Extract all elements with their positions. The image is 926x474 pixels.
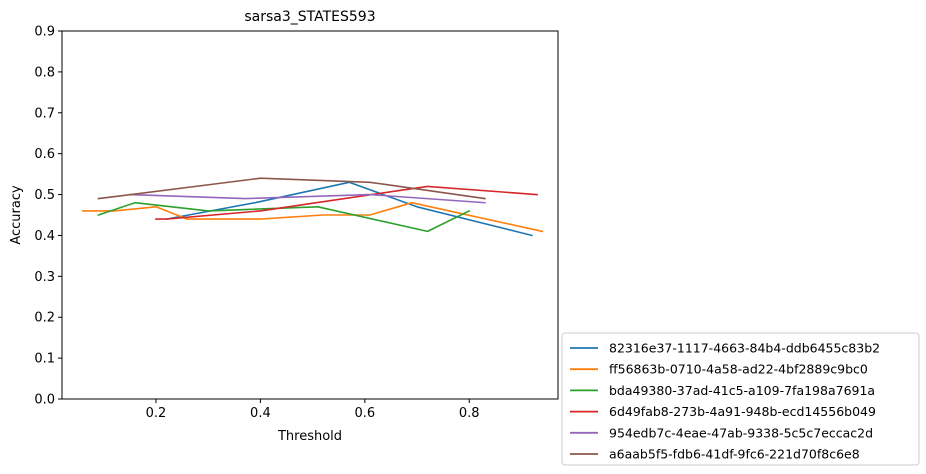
plot-area: 0.2 0.4 0.6 0.8 0.0 0.1 0.2 0.3 0.4 0.5 0.6 0.7 0.8…: [34, 25, 559, 421]
y-axis-label: Accuracy: [9, 185, 24, 245]
x-axis-label: Threshold: [277, 429, 342, 444]
series-line-3: [97, 201, 471, 233]
series-line-4: [155, 185, 538, 220]
chart-title: sarsa3_STATES593: [244, 9, 375, 25]
y-tick-label: 0.5: [34, 188, 55, 203]
y-tick-label: 0.9: [34, 25, 55, 40]
x-axis: 0.2 0.4 0.6 0.8: [146, 399, 480, 421]
y-axis: 0.0 0.1 0.2 0.3 0.4 0.5 0.6 0.7 0.8 0.9: [34, 25, 62, 408]
plot-frame: [61, 30, 559, 400]
x-tick-label: 0.6: [354, 406, 375, 421]
y-tick-label: 0.2: [34, 311, 55, 326]
y-tick-label: 0.8: [34, 65, 55, 80]
series-line-6: [97, 177, 486, 200]
x-tick-label: 0.8: [459, 406, 480, 421]
legend-box: [561, 332, 920, 466]
y-tick-label: 0.7: [34, 106, 55, 121]
series-lines: [82, 177, 544, 237]
series-line-2: [82, 201, 544, 233]
y-tick-label: 0.3: [34, 270, 55, 285]
series-line-5: [129, 193, 486, 204]
y-tick-label: 0.0: [34, 393, 55, 408]
y-tick-label: 0.4: [34, 229, 55, 244]
legend: 82316e37-1117-4663-84b4-ddb6455c83b2 ff56…: [561, 332, 920, 466]
legend-label: a6aab5f5-fdb6-41df-9fc6-221d70f8c6e8: [609, 447, 860, 462]
x-tick-label: 0.2: [146, 406, 167, 421]
y-tick-label: 0.6: [34, 147, 55, 162]
legend-label: ff56863b-0710-4a58-ad22-4bf2889c9bc0: [609, 362, 868, 377]
y-tick-label: 0.1: [34, 352, 55, 367]
x-tick-label: 0.4: [250, 406, 271, 421]
legend-label: 6d49fab8-273b-4a91-948b-ecd14556b049: [609, 404, 876, 419]
legend-label: 954edb7c-4eae-47ab-9338-5c5c7eccac2d: [609, 425, 873, 440]
legend-items: 82316e37-1117-4663-84b4-ddb6455c83b2 ff56…: [570, 341, 880, 462]
legend-label: 82316e37-1117-4663-84b4-ddb6455c83b2: [609, 341, 880, 356]
legend-label: bda49380-37ad-41c5-a109-7fa198a7691a: [609, 383, 875, 398]
